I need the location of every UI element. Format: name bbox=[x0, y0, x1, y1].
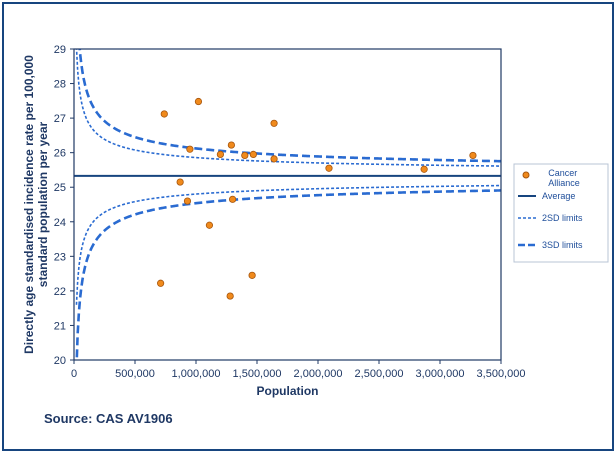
x-tick-label: 1,500,000 bbox=[233, 368, 282, 380]
data-point-2 bbox=[186, 145, 194, 153]
data-point-8 bbox=[270, 155, 278, 163]
x-tick-label: 2,500,000 bbox=[355, 368, 404, 380]
data-point-9 bbox=[325, 164, 333, 172]
funnel-2sd-lower bbox=[75, 184, 501, 305]
plot-area bbox=[74, 49, 501, 360]
y-tick-label: 24 bbox=[54, 217, 66, 229]
data-point-13 bbox=[183, 197, 192, 205]
data-point-12 bbox=[176, 178, 184, 186]
data-point-14 bbox=[229, 195, 237, 203]
legend-label-cancer-alliance: Cancer Alliance bbox=[548, 168, 580, 188]
legend-label-cancer-alliance-line2: Alliance bbox=[548, 178, 580, 188]
legend-label-cancer-alliance-line1: Cancer bbox=[548, 168, 577, 178]
x-tick-label: 500,000 bbox=[115, 368, 155, 380]
legend-label-3sd: 3SD limits bbox=[542, 240, 583, 250]
x-tick-label: 1,000,000 bbox=[172, 368, 221, 380]
funnel-3sd-lower bbox=[75, 189, 501, 360]
y-tick-label: 21 bbox=[54, 320, 66, 332]
plot-border bbox=[73, 48, 502, 361]
funnel-2sd-upper bbox=[75, 49, 501, 167]
data-point-10 bbox=[420, 165, 428, 173]
data-point-15 bbox=[205, 221, 214, 229]
data-point-1 bbox=[194, 97, 203, 106]
data-point-7 bbox=[270, 119, 278, 127]
funnel-3sd-upper bbox=[78, 49, 501, 163]
axes: 0 500,000 1,000,000 1,500,000 2,000,000 2,500… bbox=[22, 44, 525, 398]
y-tick-label: 27 bbox=[54, 113, 66, 125]
data-point-5 bbox=[241, 151, 249, 160]
data-point-17 bbox=[248, 271, 256, 279]
y-tick-label: 22 bbox=[54, 286, 66, 298]
legend-marker-cancer-alliance bbox=[522, 171, 530, 179]
y-tick-label: 20 bbox=[54, 355, 66, 367]
y-axis-title: Directly age standardised incidence rate… bbox=[22, 55, 50, 354]
y-tick-label: 29 bbox=[54, 44, 66, 56]
x-tick-label: 0 bbox=[71, 368, 77, 380]
x-tick-label: 3,000,000 bbox=[416, 368, 465, 380]
legend-label-2sd: 2SD limits bbox=[542, 213, 583, 223]
y-tick-label: 23 bbox=[54, 251, 66, 263]
x-axis-title: Population bbox=[257, 384, 319, 398]
y-axis-title-line: Directly age standardised incidence rate… bbox=[22, 55, 36, 354]
y-tick-label: 28 bbox=[54, 79, 66, 91]
x-tick-label: 2,000,000 bbox=[294, 368, 343, 380]
y-axis-title-line: standard population per year bbox=[36, 121, 50, 287]
data-point-4 bbox=[227, 141, 235, 149]
data-point-11 bbox=[469, 151, 477, 160]
data-point-0 bbox=[160, 110, 168, 118]
data-point-6 bbox=[249, 150, 257, 158]
funnel-plot: 0 500,000 1,000,000 1,500,000 2,000,000 2,500… bbox=[22, 44, 609, 398]
data-point-3 bbox=[216, 150, 224, 158]
y-tick-label: 26 bbox=[54, 148, 66, 160]
data-point-18 bbox=[226, 292, 234, 300]
legend: Cancer Alliance Average 2SD limits 3SD l… bbox=[513, 163, 609, 263]
data-point-16 bbox=[157, 279, 165, 287]
x-tick-label: 3,500,000 bbox=[477, 368, 526, 380]
y-tick-label: 25 bbox=[54, 182, 66, 194]
legend-label-average: Average bbox=[542, 191, 575, 201]
source-note: Source: CAS AV1906 bbox=[44, 411, 173, 426]
